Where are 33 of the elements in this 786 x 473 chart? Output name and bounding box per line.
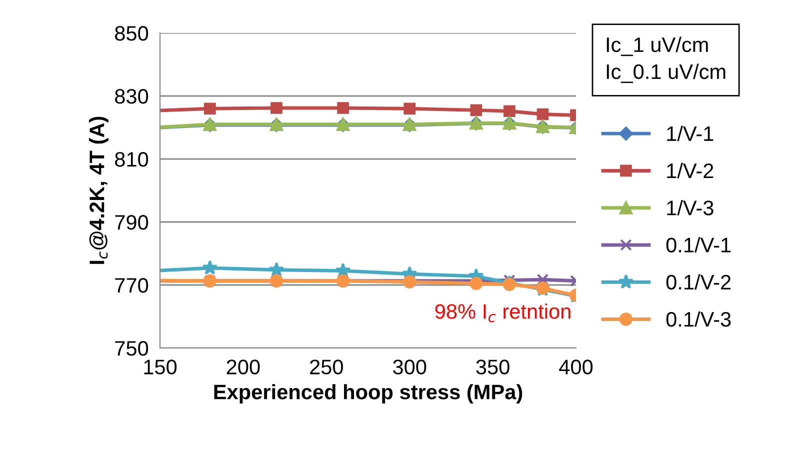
point <box>268 262 284 277</box>
legend-label: 1/V-1 <box>667 126 714 142</box>
point <box>470 104 482 116</box>
legend-label: 0.1/V-1 <box>666 237 731 252</box>
y-tick-label: 750 <box>115 341 148 356</box>
point <box>536 108 549 120</box>
y-axis-title: I$_{c}$@4.2K, 4T (A) <box>88 116 108 264</box>
point <box>502 278 516 291</box>
x-tick-label: 350 <box>476 360 510 374</box>
x-tick-label: 400 <box>559 360 593 374</box>
point <box>404 102 416 115</box>
x-axis-title: Experienced hoop stress (MPa) <box>214 384 522 404</box>
y-tick-label: 850 <box>115 26 148 41</box>
text: Ic_1 uV/cm Ic_0.1 uV/cm <box>606 36 726 84</box>
x-tick-label: 200 <box>226 360 260 374</box>
point <box>202 260 218 275</box>
y-tick-label: 790 <box>115 215 148 230</box>
x-tick-label: 150 <box>144 360 177 374</box>
y-tick-label: 830 <box>115 89 148 104</box>
y-tick-label: 770 <box>115 278 148 293</box>
annotation: 98% I$_{c}$ retntion <box>435 304 570 322</box>
point <box>504 105 516 118</box>
legend-label: 0.1/V-3 <box>666 311 731 327</box>
point <box>337 102 349 114</box>
legend-label: 1/V-2 <box>667 162 714 178</box>
x-tick-label: 250 <box>310 360 343 374</box>
y-tick-label: 810 <box>115 152 148 167</box>
point <box>204 102 216 115</box>
legend-label: 1/V-3 <box>667 200 714 216</box>
point <box>470 276 483 290</box>
point <box>270 102 282 114</box>
legend-label: 0.1/V-2 <box>666 274 731 290</box>
x-tick-label: 300 <box>393 360 426 374</box>
